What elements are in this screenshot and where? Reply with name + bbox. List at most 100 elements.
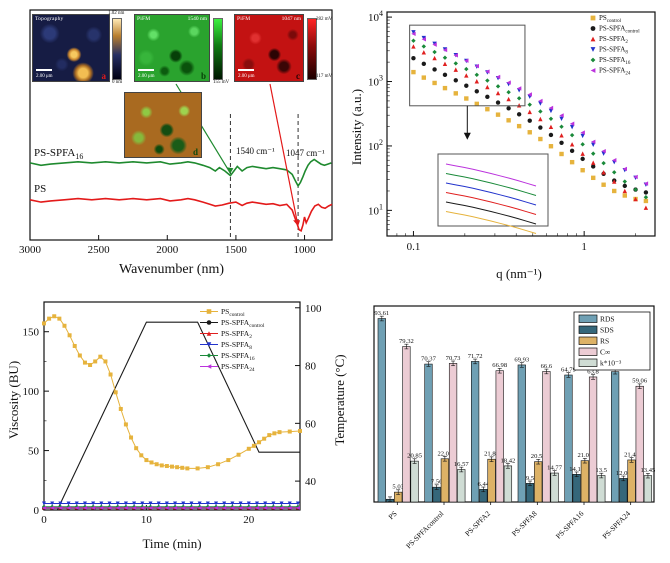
svg-text:PS-SPFA16: PS-SPFA16 xyxy=(554,509,586,541)
svg-text:PS-SPFA24: PS-SPFA24 xyxy=(221,362,255,373)
inset-pifm-1540-scale-label: 2.00 μm xyxy=(138,74,155,79)
inset-pifm-1540-wavelength: 1540 nm xyxy=(187,16,207,22)
ftir-curve-labels: PS-SPFA16 PS xyxy=(34,147,83,195)
svg-text:100: 100 xyxy=(23,386,40,398)
saxs-series-PScontrol xyxy=(411,69,649,204)
svg-text:RDS: RDS xyxy=(600,315,615,324)
svg-text:0: 0 xyxy=(41,514,47,526)
inset-pifm-1047-wavelength: 1047 nm xyxy=(281,16,301,22)
saxs-zoom-region-box xyxy=(409,24,526,107)
inset-topography: Topography 2.00 μm a xyxy=(32,14,110,82)
saxs-zoom-inset xyxy=(437,153,549,234)
svg-text:20.56: 20.56 xyxy=(531,453,547,460)
svg-text:1500: 1500 xyxy=(225,244,248,256)
svg-text:PS: PS xyxy=(386,509,398,521)
svg-text:1000: 1000 xyxy=(294,244,317,256)
ftir-axes: 3000 2500 2000 1500 1000 xyxy=(19,9,333,256)
saxs-series-PS-SPFAcontrol xyxy=(411,56,649,195)
svg-text:PS-SPFA16: PS-SPFA16 xyxy=(221,351,255,362)
svg-text:101: 101 xyxy=(368,202,383,217)
inset-topography-scalebar xyxy=(36,69,52,71)
inset-pifm-1540-scalebar xyxy=(138,69,154,71)
svg-text:21.45: 21.45 xyxy=(624,451,640,458)
svg-text:PScontrol: PScontrol xyxy=(221,307,245,318)
svg-text:3000: 3000 xyxy=(19,244,42,256)
svg-text:16.57: 16.57 xyxy=(454,461,470,468)
svg-text:PS-SPFA16: PS-SPFA16 xyxy=(599,56,631,66)
bars-series-RS: 5.03 22.05 21.83 20.56 21.08 21.45 xyxy=(392,450,640,503)
saxs-series-PS-SPFA2 xyxy=(411,44,649,210)
svg-text:PS-SPFA24: PS-SPFA24 xyxy=(600,509,632,541)
ftir-annotations: 1540 cm⁻¹ 1047 cm⁻¹ xyxy=(236,146,325,158)
ftir-curve-PS-SPFA16 xyxy=(29,158,332,188)
svg-text:103: 103 xyxy=(368,74,383,89)
svg-text:100: 100 xyxy=(305,303,322,315)
panel-ftir: 3000 2500 2000 1500 1000 PS-SPFA16 PS 1540 cm⁻¹… xyxy=(8,4,335,286)
svg-text:1540 cm⁻¹: 1540 cm⁻¹ xyxy=(236,146,275,156)
svg-text:63.8: 63.8 xyxy=(587,368,599,375)
svg-text:7.56: 7.56 xyxy=(431,479,443,486)
viscosity-xlabel: Time (min) xyxy=(142,536,202,551)
inset-pifm-1047-scale-label: 2.00 μm xyxy=(238,74,255,79)
pifm-1047-colorbar-min: 117 mV xyxy=(316,74,333,79)
inset-pifm-1540: PiFM 1540 nm 2.00 μm b xyxy=(134,14,210,82)
temperature-profile xyxy=(56,321,300,511)
svg-text:PS: PS xyxy=(34,183,46,195)
svg-text:13.45: 13.45 xyxy=(641,467,657,474)
bars-axes xyxy=(373,305,655,503)
svg-text:66.6: 66.6 xyxy=(541,363,553,370)
bars-series-SDS: 7.56 6.44 9.5 14.12 12.03 xyxy=(385,466,632,503)
inset-overlay: d xyxy=(124,92,202,158)
svg-text:71.72: 71.72 xyxy=(468,353,483,360)
svg-text:k*10⁻³: k*10⁻³ xyxy=(600,359,622,368)
svg-text:21.83: 21.83 xyxy=(484,451,500,458)
viscosity-chart: 0 50 100 150 0 10 20 40 60 80 100 PScontrolPS-SPFAc… xyxy=(23,301,322,526)
saxs-legend: PScontrolPS-SPFAcontrolPS-SPFA2PS-SPFA8P… xyxy=(590,14,640,77)
saxs-axes: 101 102 103 104 0.1 1 xyxy=(368,9,656,253)
inset-pifm-1047: PiFM 1047 nm 2.00 μm c xyxy=(234,14,304,82)
svg-text:64.79: 64.79 xyxy=(561,367,577,374)
svg-text:5.03: 5.03 xyxy=(392,484,404,491)
svg-text:PS-SPFA8: PS-SPFA8 xyxy=(599,46,628,56)
svg-text:PS-SPFA8: PS-SPFA8 xyxy=(221,340,252,351)
viscosity-series-PS-SPFA2 xyxy=(42,505,300,510)
viscosity-legend: PScontrolPS-SPFAcontrolPS-SPFA2PS-SPFA8P… xyxy=(200,307,265,373)
svg-text:PS-SPFA24: PS-SPFA24 xyxy=(599,67,631,77)
svg-text:12.03: 12.03 xyxy=(616,470,632,477)
svg-text:66.98: 66.98 xyxy=(492,362,508,369)
svg-text:0: 0 xyxy=(34,505,40,517)
svg-text:0.1: 0.1 xyxy=(407,241,421,253)
inset-topography-scale-label: 2.00 μm xyxy=(36,74,53,79)
svg-text:80: 80 xyxy=(305,361,317,373)
inset-pifm-1047-title: PiFM xyxy=(237,16,251,22)
svg-text:SDS: SDS xyxy=(600,326,614,335)
pifm-1540-colorbar-min: 155 mV xyxy=(213,80,230,85)
viscosity-series-PS-SPFA8 xyxy=(42,501,300,506)
bars-series-C∞: 79.32 70.73 66.98 66.6 63.8 59.06 xyxy=(399,338,648,503)
svg-text:PS-SPFA2: PS-SPFA2 xyxy=(221,329,252,340)
svg-text:104: 104 xyxy=(368,9,383,24)
svg-text:40: 40 xyxy=(305,476,317,488)
svg-text:RS: RS xyxy=(600,337,609,346)
svg-text:PS-SPFA8: PS-SPFA8 xyxy=(510,509,539,538)
panel-viscosity: 0 50 100 150 0 10 20 40 60 80 100 PScontrol PS-SPFAc… xyxy=(4,292,347,560)
svg-text:22.05: 22.05 xyxy=(437,450,453,457)
svg-text:70.37: 70.37 xyxy=(421,356,437,363)
inset-overlay-letter: d xyxy=(192,147,198,157)
svg-text:PS-SPFA2: PS-SPFA2 xyxy=(463,509,492,538)
svg-text:PS-SPFA2: PS-SPFA2 xyxy=(599,35,628,45)
pifm-1540-colorbar xyxy=(213,18,223,80)
svg-text:70.73: 70.73 xyxy=(446,355,462,362)
viscosity-series-PScontrol xyxy=(42,314,302,471)
svg-text:21.08: 21.08 xyxy=(577,452,593,459)
svg-text:1047 cm⁻¹: 1047 cm⁻¹ xyxy=(286,148,325,158)
saxs-series-PS-SPFA24 xyxy=(411,31,649,186)
svg-text:69.93: 69.93 xyxy=(514,356,530,363)
svg-text:PS-SPFAcontrol: PS-SPFAcontrol xyxy=(221,318,265,329)
svg-text:PS-SPFAcontrol: PS-SPFAcontrol xyxy=(599,25,640,35)
svg-text:PS-SPFA16: PS-SPFA16 xyxy=(34,147,83,161)
svg-text:18.42: 18.42 xyxy=(501,457,516,464)
bars-legend: RDS SDS RS C∞ k*10⁻³ xyxy=(573,311,651,371)
